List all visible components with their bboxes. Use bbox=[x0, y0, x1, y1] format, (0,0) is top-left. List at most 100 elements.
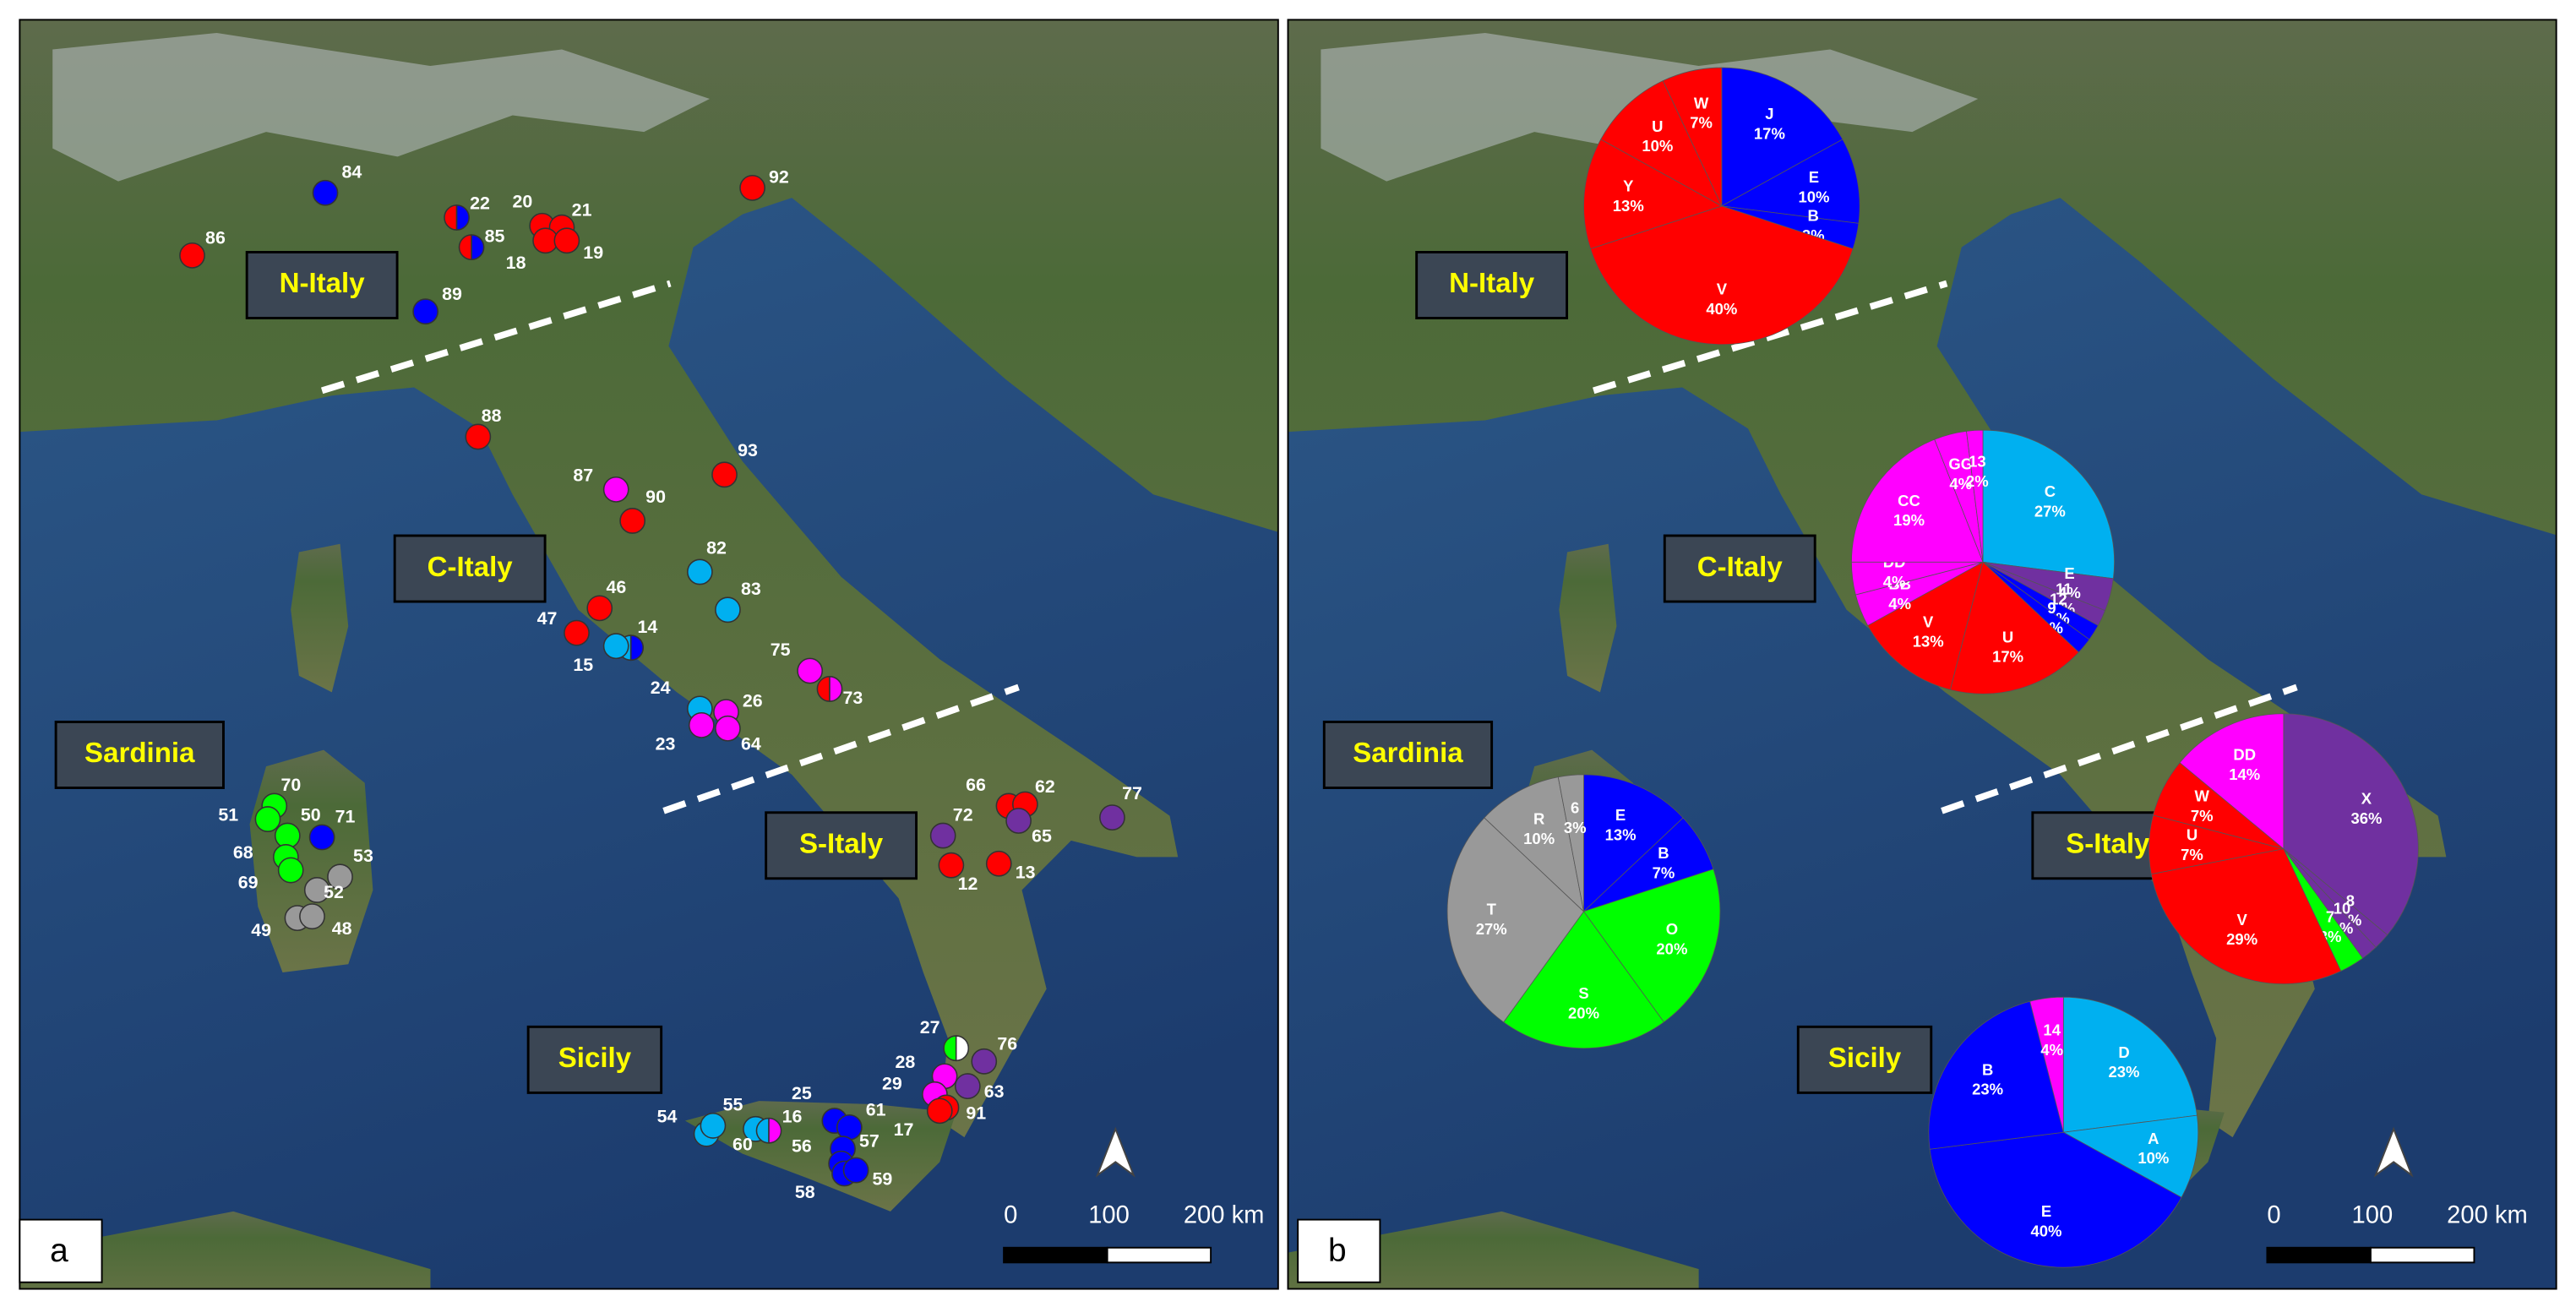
pie-slice-percent: 40% bbox=[1706, 300, 1737, 318]
site-point bbox=[688, 711, 715, 738]
pie-slice-percent: 13% bbox=[1605, 825, 1637, 843]
scale-bar-black bbox=[2266, 1246, 2372, 1264]
site-point bbox=[938, 852, 965, 879]
site-label: 85 bbox=[485, 226, 505, 247]
site-label: 90 bbox=[645, 487, 666, 507]
pie-slice bbox=[1484, 776, 1585, 912]
site-point bbox=[929, 822, 956, 849]
site-label: 77 bbox=[1122, 783, 1142, 803]
panel-b-frame bbox=[1287, 19, 2557, 1290]
pie-slice-label: 12 bbox=[2050, 590, 2067, 607]
site-half bbox=[816, 676, 831, 702]
site-label: 14 bbox=[637, 617, 657, 637]
pie-slice-label: 11 bbox=[2056, 580, 2072, 598]
pie-slice bbox=[1583, 774, 1684, 912]
site-point bbox=[687, 558, 713, 585]
pie-slice-percent: 4% bbox=[1949, 475, 1972, 493]
scale-label: 200 km bbox=[1184, 1201, 1265, 1228]
site-label: 48 bbox=[332, 918, 352, 939]
pie-slice-percent: 10% bbox=[1523, 830, 1555, 847]
site-point bbox=[797, 657, 824, 684]
region-label: C-Italy bbox=[1697, 552, 1784, 583]
site-label: 29 bbox=[882, 1073, 902, 1093]
site-label: 64 bbox=[741, 733, 761, 754]
pie-slice-label: 10 bbox=[2334, 900, 2351, 918]
pie-slice bbox=[2283, 713, 2419, 936]
site-half bbox=[444, 204, 458, 231]
pie-slice-percent: 23% bbox=[1972, 1081, 2003, 1098]
pie-slice bbox=[1867, 561, 1984, 690]
pie-slice bbox=[1982, 429, 2115, 580]
site-label: 72 bbox=[953, 804, 973, 825]
site-label: 75 bbox=[771, 640, 791, 660]
pie-slice-label: V bbox=[1923, 613, 1934, 630]
pie-slice bbox=[2179, 713, 2285, 850]
pie-slice-percent: 10% bbox=[1798, 188, 1829, 206]
region-label: C-Italy bbox=[428, 552, 514, 583]
pie-slice-label: 13 bbox=[1969, 452, 1986, 470]
pie-slice bbox=[1583, 139, 1723, 249]
site-point bbox=[926, 1097, 953, 1125]
site-point bbox=[700, 1112, 727, 1139]
site-label: 12 bbox=[958, 874, 978, 894]
panel-a-frame bbox=[19, 19, 1279, 1290]
pie-slice-label: CC bbox=[1898, 492, 1920, 509]
site-label: 17 bbox=[894, 1119, 914, 1140]
site-point bbox=[303, 877, 330, 903]
site-label: 83 bbox=[741, 579, 761, 599]
site-label: 28 bbox=[896, 1052, 916, 1072]
site-point bbox=[985, 850, 1012, 877]
region-box bbox=[765, 811, 918, 880]
region-label: N-Italy bbox=[1449, 268, 1535, 299]
site-label: 56 bbox=[792, 1135, 812, 1156]
site-point bbox=[602, 633, 629, 660]
site-label: 59 bbox=[873, 1168, 893, 1189]
pie-slice-label: 9 bbox=[2047, 599, 2056, 617]
pie-slice-label: V bbox=[2236, 911, 2247, 929]
site-point bbox=[412, 298, 438, 325]
site-point bbox=[602, 476, 629, 503]
site-label: 91 bbox=[966, 1103, 986, 1123]
pie-slice-label: U bbox=[2187, 825, 2197, 843]
region-box bbox=[1663, 534, 1816, 603]
pie-slice-percent: 19% bbox=[1893, 511, 1925, 529]
site-label: 19 bbox=[583, 242, 603, 263]
pie-slice-label: W bbox=[1694, 94, 1709, 112]
pie-slice-label: 8 bbox=[2346, 891, 2355, 909]
pie-slice-label: C bbox=[2045, 482, 2056, 500]
site-half bbox=[471, 234, 485, 261]
pie-slice-label: E bbox=[2064, 564, 2074, 582]
panel-letter: b bbox=[1328, 1233, 1347, 1269]
site-label: 51 bbox=[218, 804, 238, 825]
pie-slice-percent: 7% bbox=[1690, 114, 1713, 132]
site-label: 84 bbox=[341, 161, 362, 182]
site-label: 86 bbox=[205, 228, 226, 248]
site-label: 20 bbox=[512, 192, 532, 212]
site-half bbox=[629, 634, 644, 662]
pie-slice-label: O bbox=[1666, 920, 1678, 938]
site-label: 54 bbox=[657, 1106, 678, 1126]
region-label: Sicily bbox=[1828, 1043, 1902, 1074]
pie-slice-label: 7 bbox=[2326, 907, 2334, 925]
pie-slice-percent: 7% bbox=[2191, 807, 2214, 825]
region-box bbox=[1415, 251, 1569, 319]
pie-slice-percent: 17% bbox=[1754, 125, 1785, 143]
region-box bbox=[393, 534, 547, 603]
pie-slice-percent: 17% bbox=[1992, 648, 2023, 666]
site-half bbox=[955, 1035, 969, 1062]
site-point bbox=[715, 715, 741, 742]
site-label: 16 bbox=[782, 1106, 803, 1126]
pie-slice-label: U bbox=[2002, 628, 2013, 645]
site-label: 71 bbox=[335, 806, 356, 826]
site-point bbox=[715, 596, 741, 624]
site-label: 53 bbox=[353, 846, 373, 866]
site-point bbox=[553, 227, 580, 254]
scale-bar-white bbox=[2369, 1246, 2475, 1264]
pie-slice-percent: 7% bbox=[2181, 846, 2203, 863]
site-point bbox=[739, 174, 765, 201]
site-label: 68 bbox=[233, 842, 253, 863]
pie-slice-percent: 4% bbox=[1888, 595, 1911, 613]
pie-slice-label: D bbox=[2118, 1043, 2129, 1061]
pie-slice bbox=[1720, 139, 1860, 224]
pie-slice-label: DD bbox=[2233, 745, 2256, 763]
